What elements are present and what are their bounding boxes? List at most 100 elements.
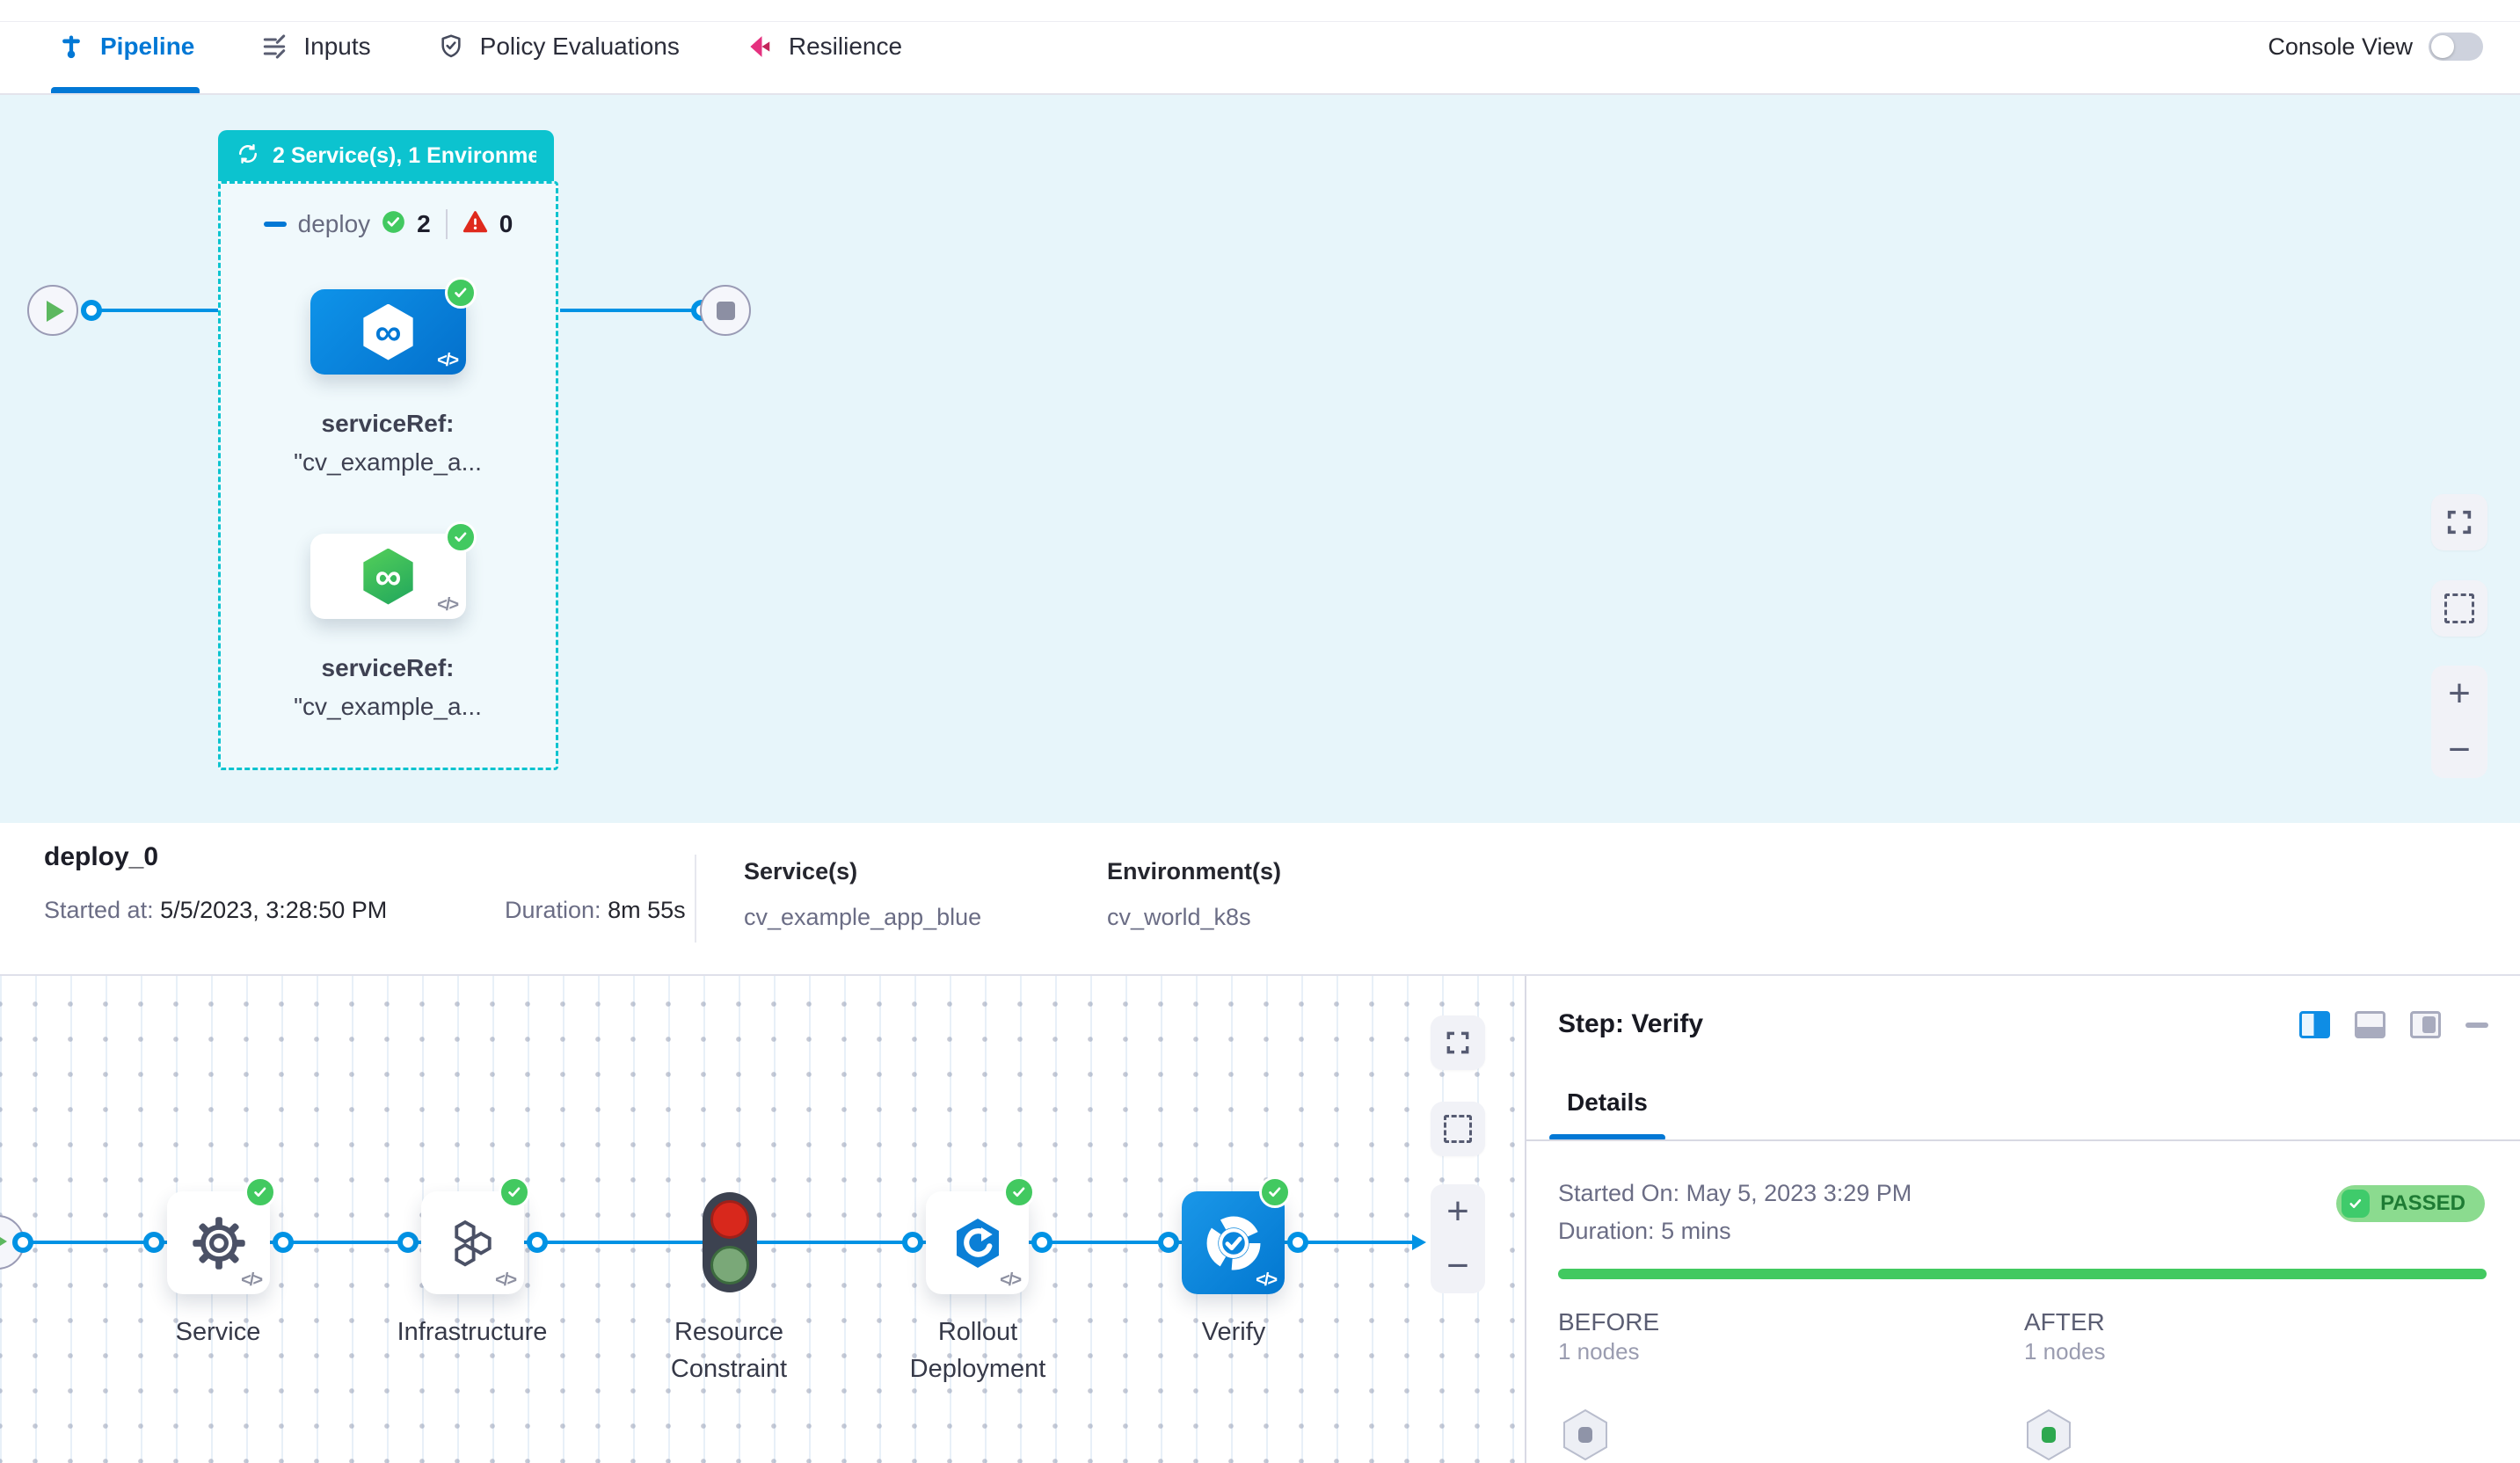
tab-details[interactable]: Details	[1567, 1088, 1648, 1116]
top-tab-bar: Pipeline Inputs Policy Evaluations Resil…	[0, 0, 2520, 95]
resilience-chaos-icon	[745, 32, 775, 62]
stage-graph-canvas: 2 Service(s), 1 Environme... deploy 2 0 …	[0, 95, 2520, 823]
before-label: BEFORE	[1558, 1308, 1660, 1336]
stage-badge-label: 2 Service(s), 1 Environme...	[273, 142, 536, 168]
code-glyph: </>	[241, 1270, 263, 1290]
environments-value: cv_world_k8s	[1107, 904, 1251, 930]
service-node-card[interactable]: ∞ </>	[310, 277, 477, 375]
divider	[445, 209, 448, 239]
stage-header[interactable]: deploy 2 0	[218, 209, 558, 239]
warning-triangle-icon	[462, 209, 488, 239]
step-label: Verify	[1201, 1318, 1266, 1346]
step-duration: Duration: 5 mins	[1558, 1218, 1731, 1244]
service-ref-value: "cv_example_a...	[294, 448, 482, 476]
code-glyph: </>	[1000, 1270, 1022, 1290]
split-bottom-view-icon[interactable]	[2355, 1011, 2385, 1038]
zoom-in-button[interactable]: +	[2448, 672, 2471, 715]
service-step-card[interactable]: </>	[167, 1191, 270, 1294]
verify-step-card[interactable]: </>	[1182, 1191, 1285, 1294]
tab-inputs[interactable]: Inputs	[254, 0, 375, 93]
minimize-panel-icon[interactable]	[2465, 1022, 2488, 1028]
success-check-icon	[1003, 1176, 1035, 1208]
status-badge-label: PASSED	[2380, 1191, 2465, 1215]
console-view-toggle[interactable]	[2429, 33, 2483, 61]
success-check-icon	[382, 210, 405, 238]
tab-pipeline[interactable]: Pipeline	[51, 0, 200, 93]
success-check-icon	[445, 277, 477, 309]
connector-port	[902, 1232, 923, 1253]
panel-title: Step: Verify	[1558, 1009, 1704, 1038]
panel-view-controls	[2299, 1011, 2488, 1038]
bottom-split: </> Service </>	[0, 976, 2520, 1463]
success-check-icon	[244, 1176, 276, 1208]
zoom-out-button[interactable]: −	[1446, 1244, 1469, 1287]
split-right-view-icon[interactable]	[2299, 1011, 2330, 1038]
after-count: 1 nodes	[2024, 1338, 2106, 1365]
red-light	[710, 1200, 749, 1239]
connector-port	[273, 1232, 294, 1253]
edge-line	[560, 309, 699, 312]
tab-inputs-label: Inputs	[303, 33, 371, 60]
marquee-select-button[interactable]	[1431, 1102, 1485, 1156]
traffic-light-icon[interactable]	[703, 1192, 757, 1292]
execution-graph-canvas: </> Service </>	[0, 976, 1526, 1463]
harness-service-icon: ∞	[363, 548, 413, 605]
stage-name: deploy	[297, 210, 371, 237]
service-node-card[interactable]: ∞ </>	[310, 521, 477, 619]
connector-port	[527, 1232, 548, 1253]
stage-success-count: 2	[417, 210, 431, 237]
tab-resilience[interactable]: Resilience	[739, 0, 907, 93]
connector-port	[397, 1232, 419, 1253]
drawer-view-icon[interactable]	[2410, 1011, 2441, 1038]
tab-policy-evaluations-label: Policy Evaluations	[479, 33, 680, 60]
pipeline-icon	[56, 32, 86, 62]
harness-service-icon: ∞	[363, 303, 413, 360]
step-label: Resource Constraint	[670, 1318, 788, 1383]
pipeline-end-node	[700, 285, 751, 336]
check-icon	[2342, 1190, 2371, 1218]
after-label: AFTER	[2024, 1308, 2105, 1336]
success-check-icon	[1259, 1176, 1291, 1208]
step-started-on: Started On: May 5, 2023 3:29 PM	[1558, 1180, 1912, 1206]
zoom-out-button[interactable]: −	[2448, 728, 2471, 771]
services-header: Service(s)	[744, 858, 858, 884]
shield-check-icon	[436, 32, 466, 62]
console-view-label: Console View	[2268, 33, 2413, 60]
collapse-stage-icon[interactable]	[263, 222, 287, 227]
marquee-icon	[2444, 593, 2474, 623]
connector-port	[81, 300, 102, 321]
console-view-control: Console View	[2268, 33, 2483, 61]
infrastructure-step-card[interactable]: </>	[421, 1191, 524, 1294]
fullscreen-button[interactable]	[1431, 1015, 1485, 1070]
connector-port	[1031, 1232, 1052, 1253]
code-glyph: </>	[1256, 1270, 1278, 1290]
service-ref-label: serviceRef:	[321, 410, 455, 437]
rollout-step-card[interactable]: </>	[926, 1191, 1029, 1294]
stage-services-badge[interactable]: 2 Service(s), 1 Environme...	[218, 130, 554, 181]
divider	[695, 855, 696, 943]
started-at: Started at: 5/5/2023, 3:28:50 PM	[44, 897, 388, 923]
services-value: cv_example_app_blue	[744, 904, 982, 930]
step-details-panel: Step: Verify Details Started On: May 5, …	[1526, 976, 2520, 1463]
fullscreen-button[interactable]	[2431, 494, 2487, 550]
tab-policy-evaluations[interactable]: Policy Evaluations	[431, 0, 685, 93]
green-light	[710, 1246, 749, 1285]
marquee-select-button[interactable]	[2431, 580, 2487, 637]
loop-icon	[236, 142, 260, 171]
stage-selection-box[interactable]	[218, 181, 558, 770]
after-node-hexagon[interactable]	[2025, 1408, 2072, 1461]
connector-port	[143, 1232, 164, 1253]
edge-line	[100, 309, 218, 312]
before-count: 1 nodes	[1558, 1338, 1640, 1365]
divider	[1526, 1139, 2520, 1141]
marquee-icon	[1444, 1115, 1472, 1143]
code-glyph: </>	[437, 351, 459, 370]
duration: Duration: 8m 55s	[505, 897, 686, 923]
toggle-knob	[2431, 35, 2454, 58]
play-icon	[47, 301, 64, 322]
zoom-in-button[interactable]: +	[1446, 1190, 1469, 1233]
tab-resilience-label: Resilience	[788, 33, 903, 60]
before-node-hexagon[interactable]	[1562, 1408, 1609, 1461]
zoom-controls: + −	[1431, 1184, 1485, 1293]
